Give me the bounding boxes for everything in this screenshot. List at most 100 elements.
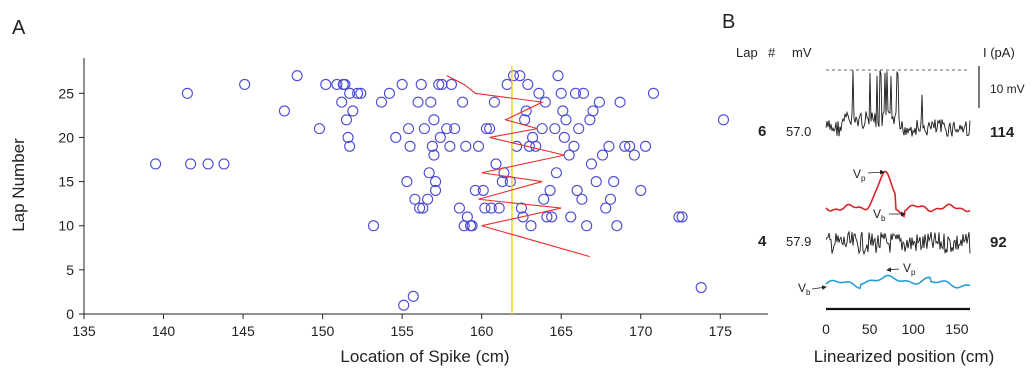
trace-resting-mv: 57.0 [786,124,811,139]
raw-voltage-trace [825,70,971,137]
spike-point [407,290,419,302]
x-tick-label: 155 [390,323,414,339]
x-tick-label: 165 [550,323,574,339]
spike-point [490,158,502,170]
hash-header: # [768,45,776,60]
spike-point [525,220,537,232]
spike-point [558,131,570,143]
spike-point [401,176,413,188]
spike-point [339,78,351,91]
spike-point [614,96,626,108]
y-axis-label: Lap Number [9,138,28,232]
spike-point [398,299,410,311]
spike-point [485,202,497,214]
spike-point [541,211,553,223]
scale-bar-label: 10 mV [990,82,1025,96]
trace-current: 92 [990,234,1007,251]
spike-point [313,123,325,135]
vp-label: Vp [903,261,916,277]
spike-point [429,176,442,188]
spike-point [576,193,588,205]
spike-point [367,220,380,232]
spike-point [608,176,620,188]
spike-point [150,158,162,170]
spike-point [340,114,353,126]
spike-point [587,105,599,117]
spike-point [549,123,561,135]
spike-point [383,87,395,99]
spike-point [673,211,685,223]
spike-point [425,96,437,108]
spike-point [441,123,453,135]
y-axis-ticks: 0 5 10 15 20 25 [58,85,84,322]
spike-point [477,184,489,196]
spike-point [536,123,548,135]
spike-point [445,78,458,91]
spike-point [514,70,526,82]
spike-point [571,184,583,196]
vp-arrow [867,169,885,175]
spike-point [647,87,660,99]
spike-point [639,140,652,152]
spike-point [433,78,445,91]
spike-point [409,193,421,205]
spike-point [480,123,492,135]
y-tick-label: 5 [66,262,74,278]
x-tick-label: 160 [470,323,494,339]
spike-point [484,123,496,135]
spike-point [550,167,562,179]
spike-point [202,158,214,170]
trace-current: 114 [990,124,1015,141]
vb-label: Vb [873,207,886,223]
spike-point [422,193,434,205]
raw-voltage-trace [825,230,971,256]
spike-point [493,202,505,214]
spike-point [342,131,354,143]
mv-header: mV [792,45,812,60]
axes [83,58,768,315]
vp-label: Vp [853,167,866,183]
spike-point [181,87,193,99]
spike-point [624,140,636,152]
spike-point [577,87,590,99]
position-tick-label: 50 [862,321,878,337]
spike-point [278,105,290,117]
x-tick-label: 150 [311,323,335,339]
position-axis-label: Linearized position (cm) [814,347,994,366]
spike-point [628,149,640,161]
spike-point [344,87,356,99]
spike-point [717,114,730,126]
spike-point [390,131,402,143]
spike-point [560,114,572,126]
spike-point [352,87,364,99]
spike-point [538,193,550,205]
spike-point [581,220,593,232]
spike-point [434,131,446,143]
spike-point [469,184,481,196]
spike-point [530,140,542,152]
spike-point [414,202,426,214]
y-tick-label: 10 [58,218,74,234]
spike-point [488,96,500,108]
spike-point [519,114,531,126]
running-average-line [446,75,590,258]
spike-point [611,220,623,232]
x-tick-label: 145 [231,323,255,339]
y-tick-label: 25 [58,85,74,101]
filtered-voltage-trace [825,274,971,290]
spike-point [466,220,478,232]
spike-point [555,87,567,99]
spike-point [522,78,534,91]
spike-point [428,114,440,126]
spike-point [552,70,564,82]
x-axis-label: Location of Spike (cm) [340,347,509,366]
spike-point [415,78,427,91]
spike-point [347,105,359,117]
spike-point [533,87,545,99]
x-axis-ticks: 135 140 145 150 155 160 165 170 175 [72,314,732,339]
trace-resting-mv: 57.9 [786,234,811,249]
spike-point [457,96,469,108]
vb-label: Vb [798,281,811,297]
spike-point [565,211,577,223]
